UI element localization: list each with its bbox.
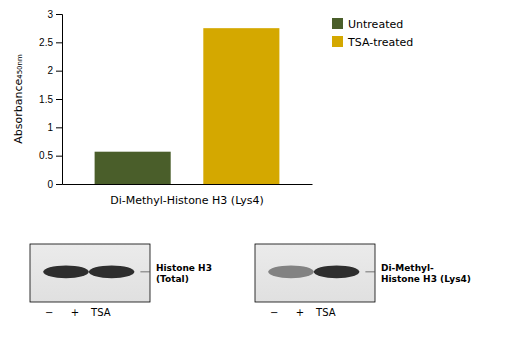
blot-panel: Di-Methyl-Histone H3 (Lys4) − + TSA (255, 244, 471, 318)
y-axis-title: Absorbance₄₅₀ₙₘ (12, 54, 25, 144)
blot-lane-label: TSA (315, 307, 336, 318)
legend-swatch (332, 18, 343, 29)
y-tick: 0.5 (39, 150, 62, 161)
legend-label: TSA-treated (347, 36, 413, 49)
y-tick-label: 3 (47, 9, 53, 20)
legend: Untreated TSA-treated (332, 18, 413, 49)
y-tick-mark (56, 14, 62, 15)
y-tick-mark (56, 71, 62, 72)
y-tick: 0 (47, 179, 62, 190)
bars (95, 28, 280, 184)
blot-band (314, 265, 360, 278)
blot-background (30, 244, 150, 302)
legend-label: Untreated (348, 18, 403, 31)
chart: 0 0.5 1 1.5 2 2.5 3 Di-Methyl-Histone H3 (Lys4)… (0, 0, 520, 350)
x-axis-title: Di-Methyl-Histone H3 (Lys4) (110, 194, 264, 207)
y-tick-mark (56, 42, 62, 43)
legend-item: TSA-treated (332, 36, 413, 49)
blot-lane-label: − (45, 307, 53, 318)
x-axis-line (63, 184, 313, 185)
y-tick-mark (56, 99, 62, 100)
y-tick-label: 2 (47, 65, 53, 76)
y-tick: 1.5 (39, 94, 62, 105)
blot-lane-label: + (71, 307, 79, 318)
blot-band (43, 265, 89, 278)
legend-item: Untreated (332, 18, 403, 31)
y-tick-mark (56, 184, 62, 185)
y-tick-mark (56, 127, 62, 128)
y-axis: 0 0.5 1 1.5 2 2.5 3 (39, 9, 62, 190)
blot-lane-label: TSA (90, 307, 111, 318)
y-tick-label: 0.5 (39, 150, 53, 161)
y-tick-label: 1.5 (39, 94, 53, 105)
y-tick: 3 (47, 9, 62, 20)
blot-lane-label: − (270, 307, 278, 318)
y-tick-label: 1 (47, 122, 53, 133)
blot-marker (365, 271, 375, 272)
blot-marker (140, 271, 150, 272)
blot-band (89, 265, 135, 278)
y-tick: 2.5 (39, 37, 62, 48)
y-tick-label: 0 (47, 179, 53, 190)
legend-swatch (332, 36, 343, 47)
y-axis-line (56, 15, 63, 185)
y-tick-mark (56, 156, 62, 157)
y-tick-label: 2.5 (39, 37, 53, 48)
blot-label: Histone H3(Total) (156, 263, 212, 284)
blot-background (255, 244, 375, 302)
bar (95, 152, 171, 184)
blot-band (268, 265, 314, 278)
bar (203, 28, 279, 184)
x-axis (63, 184, 313, 185)
y-tick: 1 (47, 122, 62, 133)
plot: 0 0.5 1 1.5 2 2.5 3 Di-Methyl-Histone H3 (Lys4)… (12, 9, 413, 207)
blot-lane-label: + (296, 307, 304, 318)
blot-panel: Histone H3(Total) − + TSA (30, 244, 212, 318)
y-tick: 2 (47, 65, 62, 76)
blot-label: Di-Methyl-Histone H3 (Lys4) (381, 263, 471, 284)
